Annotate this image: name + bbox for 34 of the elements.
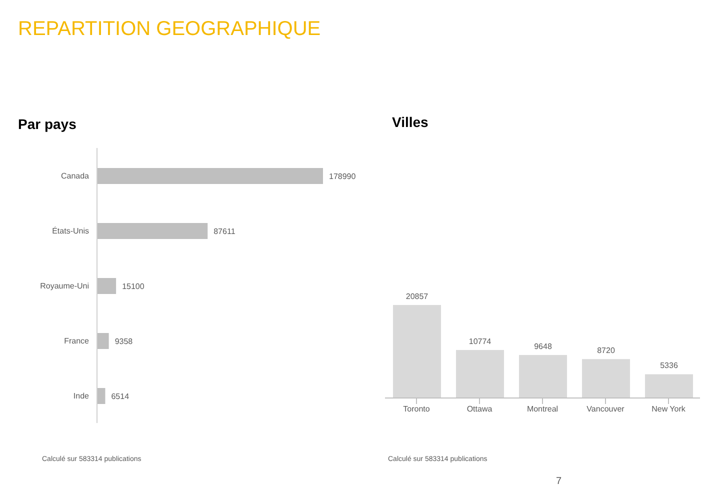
bar: [519, 354, 567, 398]
y-tick-label: Canada: [60, 171, 90, 180]
data-label: 5336: [660, 361, 678, 370]
data-label: 87611: [214, 226, 236, 236]
bar: [97, 388, 106, 404]
data-label: 15100: [122, 282, 145, 291]
data-label: 9648: [534, 342, 552, 351]
bar: [97, 278, 116, 294]
data-label: 178990: [329, 172, 356, 181]
chart-title: REPARTITION GEOGRAPHIQUE: [18, 18, 321, 41]
bar: [97, 223, 208, 239]
y-tick-label: Royaume-Uni: [40, 281, 90, 290]
x-tick-label: New York: [652, 404, 686, 414]
x-tick-label: Toronto: [403, 404, 430, 414]
bar: [97, 333, 109, 349]
text: 7: [556, 476, 562, 487]
bar: [582, 359, 630, 398]
bar: [97, 168, 323, 184]
y-tick-label: France: [64, 336, 90, 346]
bar: [393, 305, 441, 398]
chart-title: Villes: [392, 114, 428, 130]
y-tick-label: États-Unis: [52, 226, 89, 236]
data-label: 8720: [597, 346, 616, 356]
data-label: 20857: [406, 292, 429, 301]
y-tick-label: Inde: [73, 391, 90, 400]
chart-subtitle: Par pays: [18, 116, 76, 132]
x-tick-label: Ottawa: [466, 404, 493, 414]
x-tick-label: Montreal: [526, 404, 558, 414]
data-label: 6514: [111, 392, 130, 401]
bar: [456, 350, 504, 398]
data-label: 9358: [114, 336, 134, 346]
data-label: 10774: [468, 336, 492, 346]
bar: [645, 374, 693, 398]
x-tick-label: Vancouver: [586, 404, 625, 414]
